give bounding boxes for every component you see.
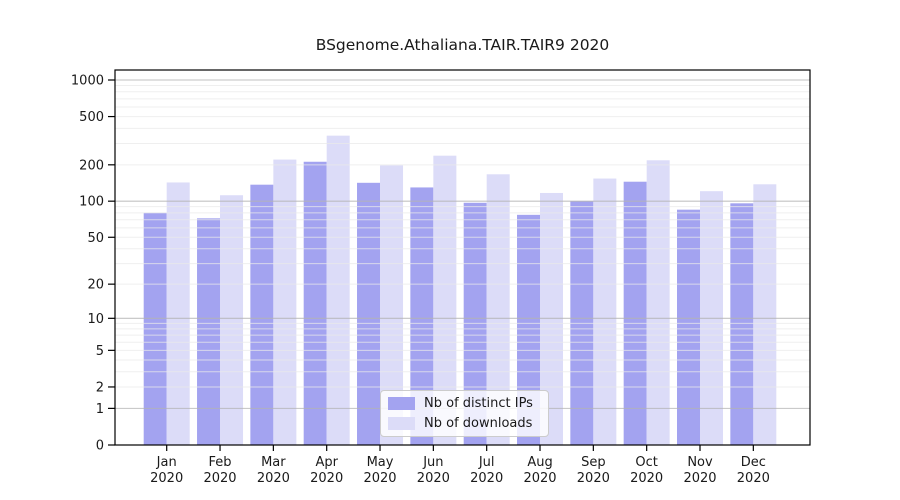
x-tick-label: Jan 2020	[150, 455, 183, 486]
y-tick-label: 500	[79, 110, 104, 125]
y-tick-label: 50	[87, 231, 104, 246]
x-tick-label: Mar 2020	[257, 455, 290, 486]
bar-distinct-ips-May	[357, 182, 381, 445]
axes-layer	[108, 69, 811, 451]
bar-downloads-Dec	[753, 184, 777, 445]
plot-border	[114, 69, 811, 446]
bar-downloads-May	[380, 165, 404, 445]
bar-downloads-Jul	[486, 174, 510, 445]
bar-downloads-Sep	[593, 178, 617, 445]
x-tick-label: Jul 2020	[470, 455, 503, 486]
bar-downloads-Jan	[166, 182, 190, 445]
bar-distinct-ips-Oct	[623, 181, 647, 445]
legend-swatch-downloads-icon	[388, 417, 415, 430]
bar-distinct-ips-Mar	[250, 184, 274, 445]
x-tick-label: Dec 2020	[737, 455, 770, 486]
x-tick-label: Oct 2020	[630, 455, 663, 486]
chart-legend: Nb of distinct IPs Nb of downloads	[380, 390, 549, 437]
x-tick-label: Jun 2020	[417, 455, 450, 486]
x-tick-label: Aug 2020	[523, 455, 556, 486]
y-tick-label: 5	[96, 344, 104, 359]
y-tick-label: 20	[87, 278, 104, 293]
bar-distinct-ips-Nov	[677, 209, 700, 445]
x-tick-label: Apr 2020	[310, 455, 343, 486]
bar-distinct-ips-Apr	[303, 161, 327, 445]
y-tick-label: 0	[96, 439, 104, 454]
bar-downloads-Mar	[273, 159, 297, 445]
y-tick-label: 1	[96, 402, 104, 417]
y-tick-label: 1000	[71, 74, 104, 89]
y-tick-label: 100	[79, 195, 104, 210]
bar-downloads-Oct	[646, 160, 670, 445]
x-tick-label: Nov 2020	[683, 455, 716, 486]
legend-item-downloads: Nb of downloads	[388, 416, 548, 431]
y-tick-label: 2	[96, 381, 104, 396]
y-tick-label: 200	[79, 158, 104, 173]
legend-label-downloads: Nb of downloads	[424, 416, 533, 431]
gridlines-layer	[115, 79, 810, 409]
tick-labels-layer: 0 1 2 5 10 20 50 100 200 500 1000 Jan 2020 Feb 2020 Mar…	[71, 74, 770, 486]
bar-downloads-Apr	[326, 135, 350, 445]
bar-downloads-Feb	[220, 195, 244, 445]
x-tick-label: Sep 2020	[577, 455, 610, 486]
x-tick-label: May 2020	[363, 455, 396, 486]
legend-label-distinct-ips: Nb of distinct IPs	[424, 396, 533, 411]
legend-item-distinct-ips: Nb of distinct IPs	[388, 396, 548, 411]
chart-title: BSgenome.Athaliana.TAIR.TAIR9 2020	[315, 36, 610, 54]
y-tick-label: 10	[87, 312, 104, 327]
bar-downloads-Aug	[540, 192, 564, 445]
legend-swatch-distinct-ips-icon	[388, 397, 415, 410]
bar-distinct-ips-Jun	[410, 187, 434, 446]
x-tick-label: Feb 2020	[203, 455, 236, 486]
bar-distinct-ips-Feb	[197, 218, 221, 445]
